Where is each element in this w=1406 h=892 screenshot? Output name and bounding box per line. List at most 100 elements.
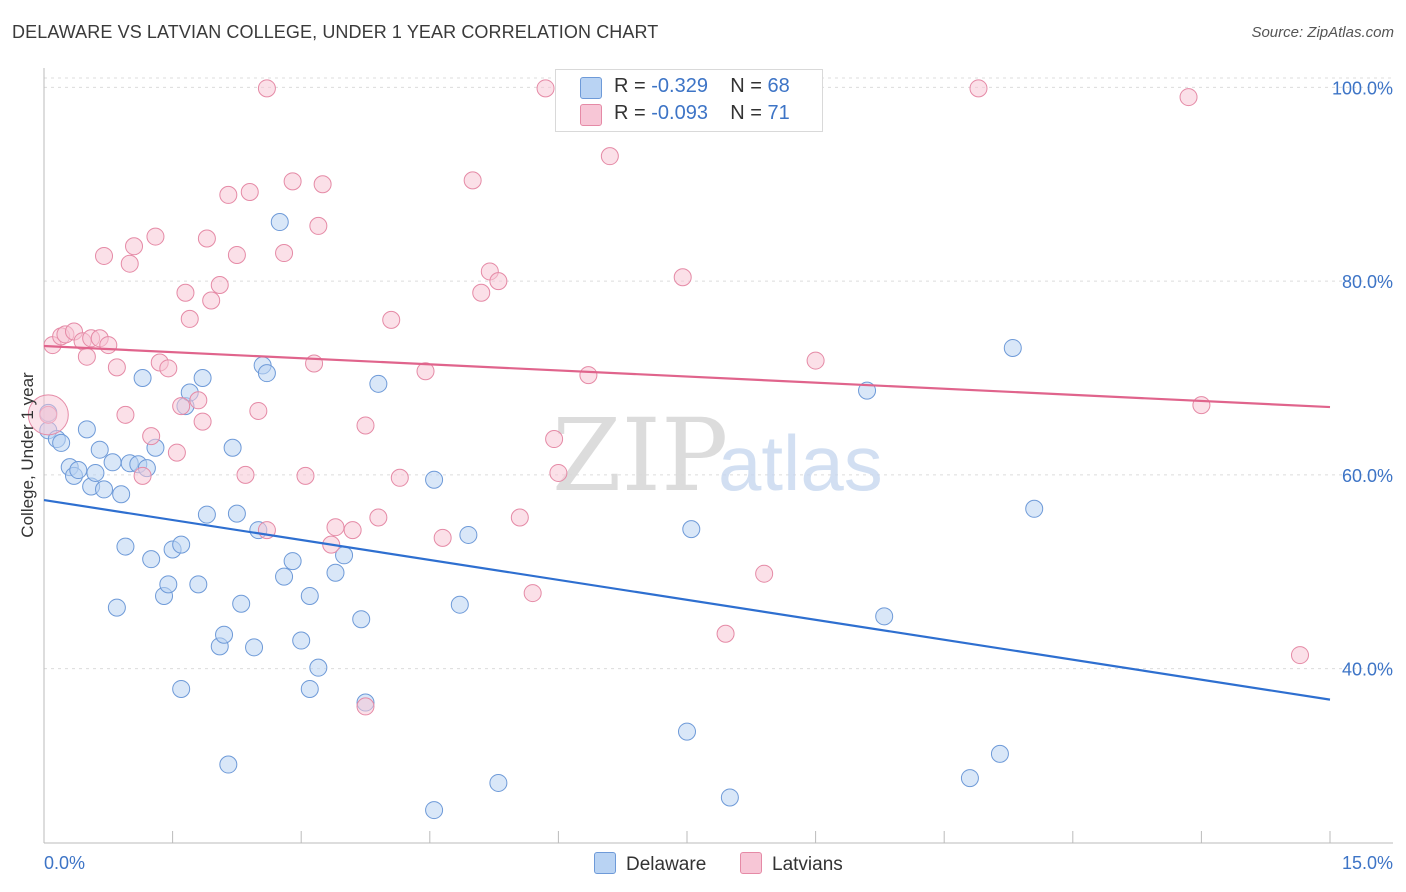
latvians-point [523, 584, 542, 603]
delaware-point [133, 369, 152, 387]
latvians-point [549, 463, 568, 482]
trend-lines [43, 344, 1331, 701]
latvians-point [326, 518, 345, 537]
delaware-point [270, 213, 289, 232]
n-label: N = [730, 102, 762, 124]
delaware-point [112, 485, 131, 504]
latvians-point [236, 465, 255, 484]
latvians-point [275, 244, 294, 263]
delaware-point [69, 461, 88, 480]
delaware-point [107, 598, 126, 617]
delaware-point [369, 374, 388, 393]
delaware-point [172, 535, 191, 554]
latvians-point [283, 172, 302, 191]
latvians-point [969, 79, 988, 98]
latvians-point [806, 351, 825, 370]
delaware-point [425, 801, 444, 820]
delaware-point [459, 525, 478, 544]
latvians-point [240, 183, 259, 201]
latvians-point [545, 430, 564, 449]
delaware-point [309, 658, 328, 677]
delaware-point [232, 594, 251, 613]
latvians-point [172, 397, 191, 416]
latvians-point [180, 309, 199, 328]
chart-title: DELAWARE VS LATVIAN COLLEGE, UNDER 1 YEA… [12, 22, 659, 42]
delaware-point [960, 769, 979, 788]
delaware-point [1003, 338, 1022, 357]
latvians-point [202, 291, 221, 310]
latvians-point [343, 521, 362, 540]
r-label: R = [614, 75, 646, 97]
delaware-point [223, 438, 242, 457]
delaware-r-value: -0.329 [651, 75, 708, 97]
latvians-point [1290, 646, 1309, 665]
latvians-point [472, 283, 491, 302]
latvians-point [257, 79, 276, 98]
latvians-trend-line [43, 344, 1331, 409]
latvians-point [210, 276, 229, 294]
watermark-atlas: atlas [718, 419, 883, 507]
chart-source: Source: ZipAtlas.com [1251, 24, 1394, 41]
delaware-point [197, 505, 216, 524]
delaware-point [90, 440, 109, 459]
legend-latvians-text: R = -0.093 N = 71 [614, 102, 790, 125]
delaware-point [116, 537, 135, 556]
delaware-point [275, 567, 294, 586]
delaware-point [352, 610, 371, 629]
delaware-point [172, 679, 191, 698]
y-tick-label: 80.0% [1342, 272, 1393, 292]
latvians-legend-swatch [740, 852, 762, 874]
watermark-zip: ZIP [552, 397, 728, 514]
delaware-point [52, 433, 71, 452]
delaware-point [1025, 499, 1044, 518]
delaware-points [39, 213, 1044, 820]
delaware-point [77, 420, 96, 439]
latvians-point [99, 336, 118, 355]
latvians-n-value: 71 [767, 102, 790, 124]
delaware-point [189, 575, 208, 594]
latvians-point [489, 272, 508, 291]
latvians-point [382, 310, 401, 329]
delaware-point [300, 586, 319, 605]
latvians-point-large [27, 394, 69, 436]
latvians-point [159, 359, 178, 378]
latvians-point [189, 391, 208, 410]
latvians-point [167, 443, 186, 462]
legend-delaware-text: R = -0.329 N = 68 [614, 75, 790, 98]
delaware-point [678, 722, 696, 741]
delaware-point [193, 369, 212, 387]
x-tick-label-max: 15.0% [1342, 853, 1393, 873]
latvians-point [416, 362, 435, 381]
latvians-point [1179, 88, 1198, 107]
latvians-point [77, 347, 96, 366]
latvians-point [227, 245, 246, 264]
latvians-point [433, 528, 452, 547]
delaware-point [103, 453, 122, 472]
delaware-point [489, 773, 508, 792]
latvians-point [755, 564, 774, 583]
latvians-point [142, 427, 161, 446]
delaware-swatch [580, 77, 602, 99]
latvians-point [309, 216, 328, 235]
latvians-point [296, 466, 315, 485]
delaware-point [257, 364, 276, 383]
delaware-point [300, 679, 319, 698]
latvians-point [95, 246, 114, 265]
latvians-point [369, 508, 388, 527]
delaware-point [292, 631, 311, 650]
delaware-legend-swatch [594, 852, 616, 874]
latvians-point [120, 254, 139, 273]
latvians-point [176, 283, 195, 302]
delaware-point [86, 463, 105, 482]
delaware-point [227, 504, 246, 523]
y-tick-labels: 40.0% 60.0% 80.0% 100.0% [1332, 78, 1393, 679]
latvians-point [146, 227, 165, 246]
x-tick-label-min: 0.0% [44, 853, 85, 873]
latvians-legend-label: Latvians [772, 854, 843, 875]
latvians-point [125, 237, 144, 256]
delaware-trend-line [43, 498, 1331, 701]
r-label: R = [614, 102, 646, 124]
delaware-point [215, 625, 234, 644]
delaware-point [283, 552, 302, 571]
